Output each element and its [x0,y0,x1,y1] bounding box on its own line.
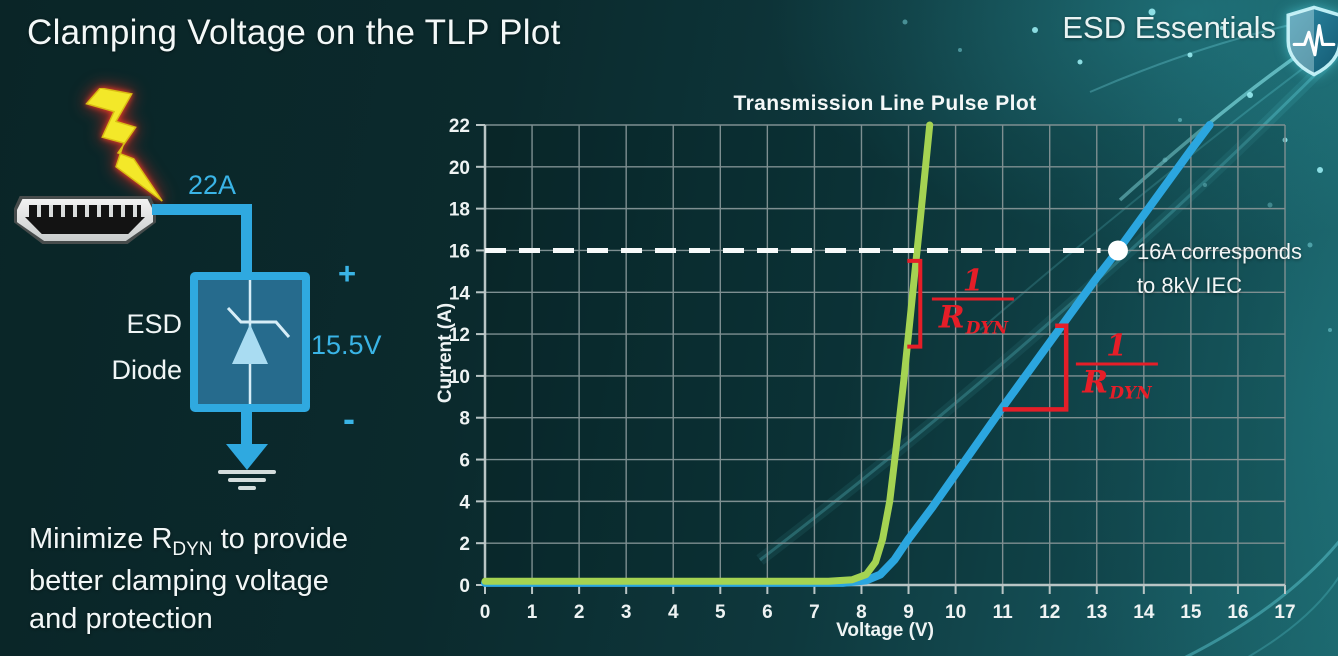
svg-text:6: 6 [762,602,773,623]
svg-text:0: 0 [459,576,470,597]
svg-text:1: 1 [527,602,538,623]
chart-title: Transmission Line Pulse Plot [733,92,1037,115]
zener-diode-icon [226,280,291,404]
surge-current-label: 22A [188,170,237,200]
plus-label: + [338,256,357,291]
svg-text:16: 16 [1227,602,1248,623]
svg-text:12: 12 [449,325,470,346]
shield-pulse-icon [1286,5,1338,77]
hdmi-connector-icon [14,196,156,244]
svg-text:5: 5 [715,602,726,623]
svg-text:14: 14 [1133,602,1155,623]
brand-name: ESD Essentials [1062,10,1276,45]
svg-text:9: 9 [903,602,914,623]
svg-text:10: 10 [449,367,470,388]
svg-text:11: 11 [993,602,1014,623]
svg-text:22: 22 [449,116,470,137]
page-title: Clamping Voltage on the TLP Plot [27,13,561,52]
svg-text:14: 14 [449,283,471,304]
svg-text:8: 8 [459,409,470,430]
x-axis-label: Voltage (V) [836,620,934,641]
clamp-voltage-label: 15.5V [311,330,382,360]
minus-label: - [343,398,355,439]
wire-horizontal [152,204,252,215]
hdmi-cavity [25,217,145,234]
svg-text:4: 4 [459,492,470,513]
svg-text:17: 17 [1274,602,1295,623]
lightning-icon [85,88,163,202]
y-axis-label: Current (A) [435,302,456,404]
svg-text:13: 13 [1086,602,1107,623]
svg-text:2: 2 [574,602,585,623]
footer-note: Minimize RDYN to provide better clamping… [29,523,348,635]
svg-text:12: 12 [1039,602,1060,623]
svg-text:8: 8 [856,602,867,623]
svg-text:3: 3 [621,602,632,623]
svg-text:0: 0 [480,602,491,623]
svg-text:7: 7 [809,602,820,623]
svg-text:6: 6 [459,451,470,472]
rdyn-subscript: DYN [172,539,213,560]
ground-line-2 [228,478,266,482]
svg-text:16: 16 [449,241,470,262]
svg-text:18: 18 [449,200,470,221]
esd-diode-label: ESD Diode [111,309,182,385]
hdmi-pins [29,205,141,218]
wire-vertical [241,204,252,276]
svg-text:4: 4 [668,602,679,623]
esd-diode-box [190,272,310,412]
svg-text:10: 10 [945,602,966,623]
ground-line-3 [238,486,256,490]
arrow-down-icon [226,444,268,470]
tlp-plot-svg: 0 1 2 3 4 5 6 7 8 9 10 11 12 13 14 15 16 1702468101214161… [449,116,1296,623]
wire-ground [241,410,252,448]
svg-text:2: 2 [459,534,470,555]
svg-text:20: 20 [449,158,470,179]
ground-icon [218,470,276,474]
svg-text:15: 15 [1180,602,1202,623]
